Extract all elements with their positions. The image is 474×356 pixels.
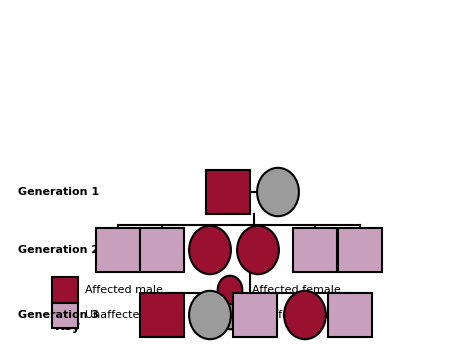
Text: Affected female: Affected female xyxy=(252,285,341,295)
Ellipse shape xyxy=(189,226,231,274)
FancyBboxPatch shape xyxy=(52,302,78,328)
Text: Affected male: Affected male xyxy=(85,285,163,295)
Ellipse shape xyxy=(218,276,242,304)
Ellipse shape xyxy=(257,168,299,216)
FancyBboxPatch shape xyxy=(233,293,277,337)
FancyBboxPatch shape xyxy=(140,228,184,272)
FancyBboxPatch shape xyxy=(328,293,372,337)
FancyBboxPatch shape xyxy=(52,277,78,303)
Text: Unaffected female: Unaffected female xyxy=(252,310,356,320)
Text: Unaffected male: Unaffected male xyxy=(85,310,178,320)
Text: Generation 3: Generation 3 xyxy=(18,310,99,320)
Ellipse shape xyxy=(218,301,242,329)
Text: Generation 2: Generation 2 xyxy=(18,245,99,255)
Ellipse shape xyxy=(237,226,279,274)
FancyBboxPatch shape xyxy=(96,228,140,272)
Ellipse shape xyxy=(284,291,326,339)
FancyBboxPatch shape xyxy=(140,293,184,337)
Ellipse shape xyxy=(189,291,231,339)
Text: Generation 1: Generation 1 xyxy=(18,187,99,197)
Text: Key: Key xyxy=(55,320,81,333)
FancyBboxPatch shape xyxy=(293,228,337,272)
FancyBboxPatch shape xyxy=(206,170,250,214)
FancyBboxPatch shape xyxy=(338,228,382,272)
